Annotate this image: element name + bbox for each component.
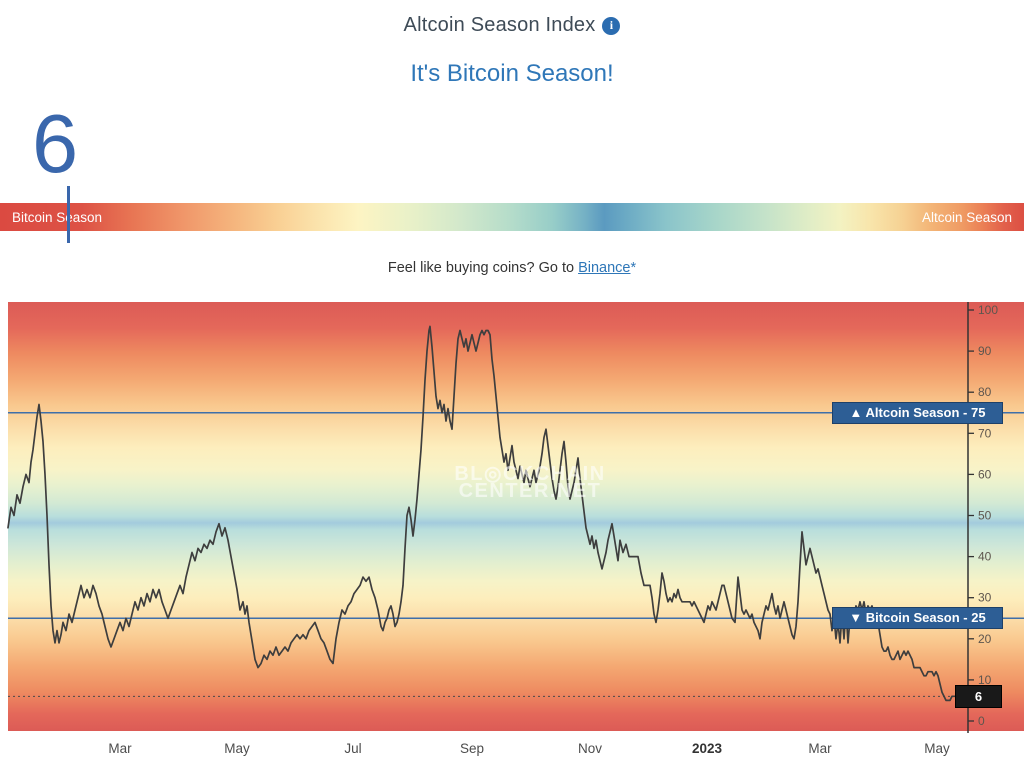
series-line-altcoin-index xyxy=(7,325,961,702)
page-title: Altcoin Season Index xyxy=(403,14,596,36)
bar-label-bitcoin-season: Bitcoin Season xyxy=(12,209,103,225)
season-gradient-bar: Bitcoin Season Altcoin Season xyxy=(0,203,1024,231)
x-tick-label: May xyxy=(924,741,950,756)
bitcoin-season-threshold-label: ▼ Bitcoin Season - 25 xyxy=(832,607,1003,629)
x-tick-label: Mar xyxy=(808,741,832,756)
info-icon[interactable]: i xyxy=(602,16,621,35)
x-tick-label: May xyxy=(224,741,250,756)
chart-canvas: 0 10 20 30 40 50 60 70 80 90 100 Mar May Jul Sep Nov 202… xyxy=(7,302,1024,756)
current-value-badge: 6 xyxy=(955,685,1002,708)
altcoin-index-chart: 0 10 20 30 40 50 60 70 80 90 100 Mar May Jul Sep Nov 202… xyxy=(0,300,1024,762)
y-tick-label: 40 xyxy=(978,550,992,564)
y-tick-label: 10 xyxy=(978,673,992,687)
x-tick-label: Jul xyxy=(344,741,361,756)
y-tick-label: 50 xyxy=(978,509,992,523)
y-tick-label: 30 xyxy=(978,591,992,605)
y-tick-label: 90 xyxy=(978,344,992,358)
bar-label-altcoin-season: Altcoin Season xyxy=(921,209,1012,225)
y-tick-label: 70 xyxy=(978,426,992,440)
y-tick-label: 100 xyxy=(978,303,998,317)
x-tick-label: Sep xyxy=(460,741,484,756)
y-tick-label: 80 xyxy=(978,385,992,399)
x-tick-label: Mar xyxy=(108,741,132,756)
index-current-value: 6 xyxy=(32,97,79,190)
x-tick-label: Nov xyxy=(578,741,602,756)
promo-asterisk: * xyxy=(630,260,637,276)
y-tick-label: 0 xyxy=(978,714,985,728)
plot-background xyxy=(8,302,1024,731)
y-tick-label: 20 xyxy=(978,632,992,646)
page-header: Altcoin Season Index i xyxy=(0,14,1024,37)
x-tick-label: 2023 xyxy=(692,741,723,756)
promo-text: Feel like buying coins? Go to xyxy=(387,260,575,276)
altcoin-season-threshold-label: ▲ Altcoin Season - 75 xyxy=(832,402,1003,424)
promo-line: Feel like buying coins? Go to Binance* xyxy=(0,260,1024,276)
y-tick-label: 60 xyxy=(978,467,992,481)
binance-link[interactable]: Binance xyxy=(578,260,631,276)
season-status-heading: It's Bitcoin Season! xyxy=(410,60,614,87)
index-marker-line xyxy=(67,186,70,243)
